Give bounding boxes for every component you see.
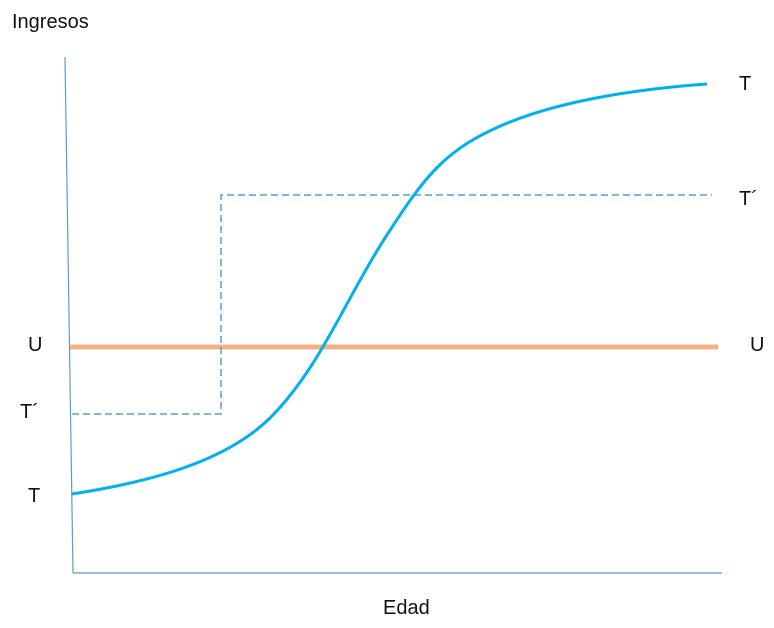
- y-axis-label: Ingresos: [12, 11, 89, 33]
- y-axis: [64, 56, 74, 574]
- x-axis-label: Edad: [383, 597, 430, 619]
- curve-t-label-right: T: [739, 73, 752, 95]
- curve-u-label-left: U: [28, 334, 43, 356]
- curve-u-label-right: U: [750, 334, 765, 356]
- curve-t-prime: [72, 194, 712, 415]
- curve-t-prime-label-left: T´: [20, 401, 39, 423]
- curve-t-label-left: T: [28, 485, 41, 507]
- curve-t: [71, 82, 708, 496]
- curve-t-prime-label-right: T´: [739, 188, 758, 210]
